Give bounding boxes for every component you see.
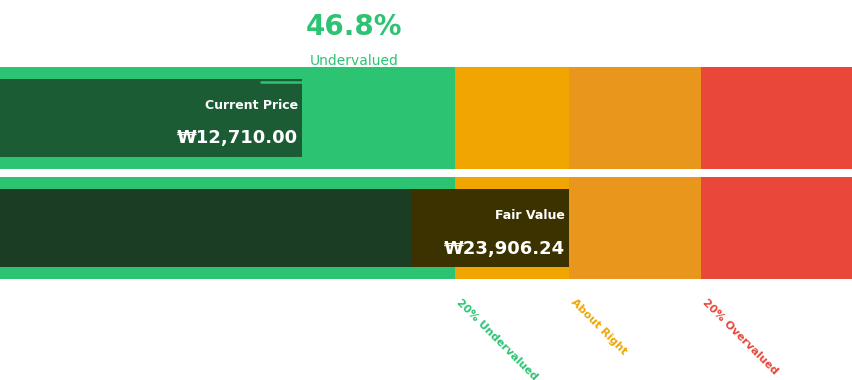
Text: Current Price: Current Price — [204, 99, 297, 112]
Bar — [0, 79, 302, 157]
Text: 20% Overvalued: 20% Overvalued — [699, 298, 779, 377]
Text: ₩12,710.00: ₩12,710.00 — [176, 129, 297, 147]
Bar — [0, 66, 454, 169]
Bar — [568, 177, 699, 279]
Bar — [699, 177, 852, 279]
Bar — [568, 66, 699, 169]
Text: Fair Value: Fair Value — [494, 209, 564, 222]
Bar — [0, 177, 454, 279]
Bar — [699, 66, 852, 169]
Bar — [411, 189, 568, 267]
Text: ₩23,906.24: ₩23,906.24 — [443, 239, 564, 258]
Text: 20% Undervalued: 20% Undervalued — [454, 298, 539, 380]
Bar — [454, 66, 568, 169]
Bar — [454, 177, 568, 279]
Bar — [0, 189, 568, 267]
Text: Undervalued: Undervalued — [309, 54, 398, 68]
Text: 46.8%: 46.8% — [305, 13, 402, 41]
Text: About Right: About Right — [568, 298, 628, 357]
